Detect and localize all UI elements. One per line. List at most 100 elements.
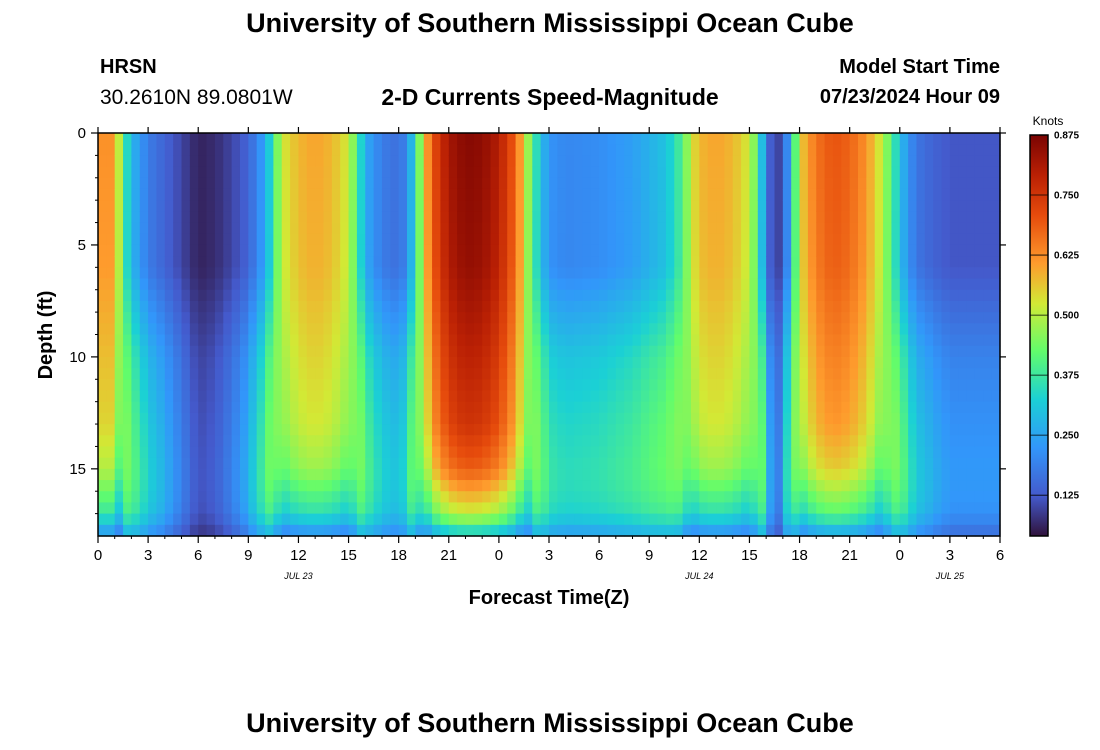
heatmap-cell: [448, 312, 458, 324]
heatmap-cell: [256, 144, 266, 156]
heatmap-cell: [924, 401, 934, 414]
heatmap-cell: [557, 222, 567, 235]
heatmap-cell: [774, 267, 784, 280]
heatmap-cell: [941, 513, 951, 526]
heatmap-cell: [732, 155, 742, 168]
heatmap-cell: [139, 468, 149, 481]
heatmap-cell: [908, 177, 918, 190]
x-tick-label: 3: [545, 547, 553, 564]
heatmap-cell: [557, 424, 567, 436]
heatmap-cell: [156, 390, 166, 403]
heatmap-cell: [924, 480, 934, 492]
heatmap-cell: [624, 312, 634, 324]
heatmap-cell: [807, 334, 817, 347]
x-tick-label: 18: [390, 547, 407, 564]
heatmap-cell: [766, 457, 776, 470]
heatmap-cell: [507, 524, 517, 537]
heatmap-cell: [273, 491, 283, 504]
heatmap-cell: [724, 524, 734, 537]
heatmap-cell: [624, 524, 634, 537]
heatmap-cell: [699, 468, 709, 481]
heatmap-cell: [231, 289, 241, 302]
heatmap-cell: [265, 256, 274, 268]
heatmap-cell: [423, 345, 433, 358]
heatmap-cell: [465, 502, 475, 515]
heatmap-cell: [340, 267, 350, 280]
heatmap-cell: [407, 278, 416, 291]
heatmap-cell: [365, 480, 375, 492]
heatmap-cell: [974, 513, 984, 526]
heatmap-cell: [365, 312, 375, 324]
heatmap-cell: [239, 188, 249, 201]
heatmap-cell: [732, 435, 742, 448]
heatmap-cell: [549, 166, 558, 179]
heatmap-cell: [348, 177, 358, 190]
heatmap-cell: [674, 457, 684, 470]
heatmap-cell: [448, 256, 458, 268]
heatmap-cell: [891, 457, 901, 470]
heatmap-cell: [707, 267, 717, 280]
heatmap-cell: [156, 312, 166, 324]
heatmap-cell: [716, 424, 725, 436]
heatmap-cell: [206, 401, 216, 414]
heatmap-cell: [657, 312, 667, 324]
heatmap-cell: [106, 188, 116, 201]
heatmap-cell: [306, 356, 316, 369]
heatmap-cell: [632, 244, 642, 257]
heatmap-cell: [858, 300, 867, 313]
heatmap-cell: [699, 457, 709, 470]
heatmap-cell: [615, 491, 625, 504]
heatmap-cell: [106, 222, 116, 235]
heatmap-cell: [699, 177, 709, 190]
heatmap-cell: [173, 188, 183, 201]
heatmap-cell: [724, 491, 734, 504]
heatmap-cell: [732, 200, 742, 212]
heatmap-cell: [331, 177, 341, 190]
heatmap-cell: [707, 412, 717, 425]
heatmap-cell: [306, 267, 316, 280]
heatmap-cell: [908, 244, 918, 257]
heatmap-cell: [281, 379, 291, 392]
heatmap-cell: [523, 491, 533, 504]
heatmap-cell: [741, 502, 751, 515]
heatmap-cell: [791, 289, 801, 302]
heatmap-cell: [615, 390, 625, 403]
heatmap-cell: [716, 412, 725, 425]
heatmap-cell: [782, 289, 792, 302]
heatmap-cell: [966, 211, 976, 224]
heatmap-cell: [164, 390, 174, 403]
heatmap-cell: [123, 334, 133, 347]
heatmap-cell: [381, 244, 391, 257]
heatmap-cell: [482, 480, 492, 492]
heatmap-cell: [189, 155, 199, 168]
heatmap-cell: [657, 435, 667, 448]
heatmap-cell: [824, 401, 834, 414]
heatmap-cell: [749, 468, 759, 481]
heatmap-cell: [356, 166, 366, 179]
heatmap-cell: [398, 424, 408, 436]
heatmap-cell: [164, 244, 174, 257]
heatmap-cell: [632, 222, 642, 235]
heatmap-cell: [415, 435, 425, 448]
heatmap-cell: [98, 300, 107, 313]
heatmap-cell: [899, 323, 909, 336]
heatmap-cell: [148, 401, 158, 414]
heatmap-cell: [724, 368, 734, 380]
heatmap-cell: [924, 211, 934, 224]
heatmap-cell: [782, 480, 792, 492]
heatmap-cell: [148, 312, 158, 324]
heatmap-cell: [657, 368, 667, 380]
heatmap-cell: [565, 491, 575, 504]
heatmap-cell: [448, 155, 458, 168]
heatmap-cell: [749, 502, 759, 515]
heatmap-cell: [540, 368, 550, 380]
heatmap-cell: [173, 356, 183, 369]
heatmap-cell: [549, 323, 558, 336]
heatmap-cell: [448, 244, 458, 257]
heatmap-cell: [874, 278, 884, 291]
heatmap-cell: [265, 356, 274, 369]
heatmap-cell: [599, 166, 609, 179]
heatmap-cell: [741, 491, 751, 504]
heatmap-cell: [407, 457, 416, 470]
